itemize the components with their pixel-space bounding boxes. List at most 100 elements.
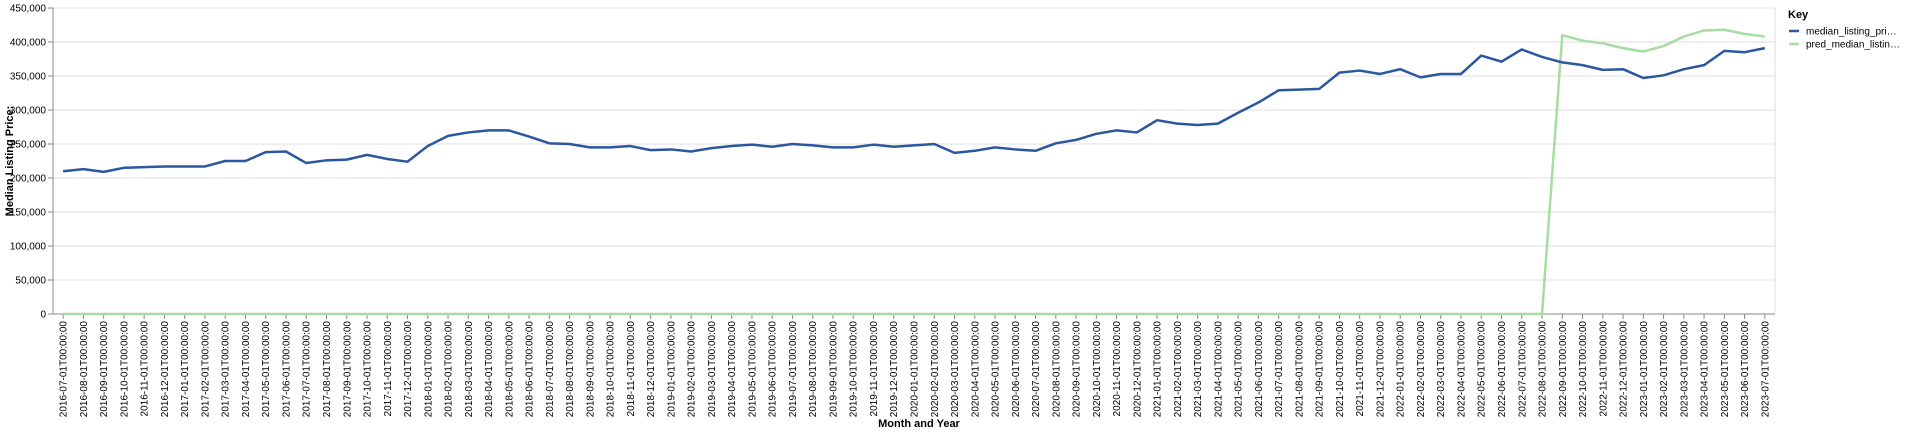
x-tick-label: 2018-04-01T00:00:00 [484, 321, 495, 418]
x-tick-label: 2016-12-01T00:00:00 [160, 321, 171, 418]
x-tick-label: 2018-05-01T00:00:00 [504, 321, 515, 418]
x-tick-label: 2020-11-01T00:00:00 [1112, 321, 1123, 417]
x-tick-label: 2023-03-01T00:00:00 [1679, 321, 1690, 418]
legend-entry-label: median_listing_pri… [1806, 27, 1897, 38]
legend: Key median_listing_pri… pred_median_listi… [1788, 9, 1900, 51]
x-tick-label: 2017-08-01T00:00:00 [322, 321, 333, 418]
y-tick-label: 250,000 [10, 140, 47, 151]
x-tick-label: 2022-06-01T00:00:00 [1497, 321, 1508, 418]
legend-title: Key [1788, 9, 1809, 21]
x-tick-label: 2018-01-01T00:00:00 [423, 321, 434, 418]
x-tick-label: 2022-03-01T00:00:00 [1436, 321, 1447, 418]
y-tick-label: 450,000 [10, 4, 47, 15]
x-tick-label: 2019-03-01T00:00:00 [707, 321, 718, 418]
x-tick-label: 2016-09-01T00:00:00 [99, 321, 110, 418]
x-tick-label: 2020-12-01T00:00:00 [1132, 321, 1143, 418]
x-tick-label: 2016-07-01T00:00:00 [59, 321, 70, 418]
y-tick-label: 0 [40, 310, 46, 321]
x-tick-label: 2017-04-01T00:00:00 [241, 321, 252, 418]
x-tick-label: 2018-08-01T00:00:00 [565, 321, 576, 418]
x-tick-label: 2020-03-01T00:00:00 [950, 321, 961, 418]
x-tick-label: 2021-05-01T00:00:00 [1234, 321, 1245, 418]
x-tick-label: 2019-04-01T00:00:00 [727, 321, 738, 418]
x-tick-label: 2022-08-01T00:00:00 [1538, 321, 1549, 418]
x-tick-label: 2018-06-01T00:00:00 [525, 321, 536, 418]
x-tick-label: 2021-10-01T00:00:00 [1335, 321, 1346, 418]
y-tick-label: 200,000 [10, 174, 47, 185]
x-tick-label: 2018-03-01T00:00:00 [464, 321, 475, 418]
x-tick-label: 2017-05-01T00:00:00 [261, 321, 272, 418]
x-tick-label: 2018-07-01T00:00:00 [545, 321, 556, 418]
x-tick-label: 2022-04-01T00:00:00 [1456, 321, 1467, 418]
x-tick-label: 2021-08-01T00:00:00 [1294, 321, 1305, 418]
x-tick-label: 2022-01-01T00:00:00 [1396, 321, 1407, 418]
legend-entry-label: pred_median_listin… [1806, 40, 1900, 51]
series-line [63, 28, 1766, 316]
x-tick-label: 2018-02-01T00:00:00 [444, 321, 455, 418]
x-tick-label: 2019-09-01T00:00:00 [828, 321, 839, 418]
y-tick-label: 100,000 [10, 242, 47, 253]
x-tick-label: 2021-06-01T00:00:00 [1254, 321, 1265, 418]
x-tick-label: 2017-01-01T00:00:00 [180, 321, 191, 418]
x-tick-label: 2020-05-01T00:00:00 [991, 321, 1002, 418]
x-tick-label: 2020-02-01T00:00:00 [930, 321, 941, 418]
x-tick-label: 2022-11-01T00:00:00 [1598, 321, 1609, 417]
x-tick-label: 2021-11-01T00:00:00 [1355, 321, 1366, 417]
x-tick-label: 2022-12-01T00:00:00 [1619, 321, 1630, 418]
x-tick-label: 2017-03-01T00:00:00 [221, 321, 232, 418]
x-tick-label: 2023-02-01T00:00:00 [1659, 321, 1670, 418]
x-tick-label: 2021-01-01T00:00:00 [1153, 321, 1164, 418]
y-tick-label: 300,000 [10, 106, 47, 117]
y-axis-title: Median Listing Price: [4, 106, 16, 217]
y-tick-label: 150,000 [10, 208, 47, 219]
x-axis: 2016-07-01T00:00:00 2016-08-01T00:00:00 20… [53, 313, 1775, 418]
x-tick-label: 2021-09-01T00:00:00 [1315, 321, 1326, 418]
y-tick-label: 350,000 [10, 72, 47, 83]
x-tick-label: 2021-03-01T00:00:00 [1193, 321, 1204, 418]
x-tick-label: 2019-08-01T00:00:00 [808, 321, 819, 418]
series-line [63, 46, 1766, 174]
x-tick-label: 2019-02-01T00:00:00 [687, 321, 698, 418]
x-tick-label: 2016-10-01T00:00:00 [119, 321, 130, 418]
x-tick-label: 2020-08-01T00:00:00 [1051, 321, 1062, 418]
x-tick-label: 2022-09-01T00:00:00 [1558, 321, 1569, 418]
y-axis: 0 50,000 100,000 150,000 200,000 250,000 300,0… [10, 4, 54, 321]
x-tick-label: 2023-05-01T00:00:00 [1720, 321, 1731, 418]
x-tick-label: 2020-10-01T00:00:00 [1092, 321, 1103, 418]
grid-lines [53, 7, 1776, 315]
x-tick-label: 2017-06-01T00:00:00 [281, 321, 292, 418]
x-tick-label: 2019-07-01T00:00:00 [788, 321, 799, 418]
x-tick-label: 2017-07-01T00:00:00 [302, 321, 313, 418]
x-tick-label: 2020-01-01T00:00:00 [910, 321, 921, 418]
x-tick-label: 2019-05-01T00:00:00 [747, 321, 758, 418]
x-tick-label: 2019-12-01T00:00:00 [889, 321, 900, 418]
x-tick-label: 2020-07-01T00:00:00 [1031, 321, 1042, 418]
x-tick-label: 2018-11-01T00:00:00 [626, 321, 637, 417]
x-tick-label: 2022-02-01T00:00:00 [1416, 321, 1427, 418]
x-tick-label: 2023-06-01T00:00:00 [1740, 321, 1751, 418]
x-tick-label: 2021-04-01T00:00:00 [1213, 321, 1224, 418]
x-tick-label: 2017-02-01T00:00:00 [200, 321, 211, 418]
series-lines [63, 28, 1766, 316]
x-tick-label: 2023-01-01T00:00:00 [1639, 321, 1650, 418]
x-tick-label: 2017-11-01T00:00:00 [383, 321, 394, 417]
x-tick-label: 2016-08-01T00:00:00 [79, 321, 90, 418]
x-tick-label: 2022-10-01T00:00:00 [1578, 321, 1589, 418]
x-tick-label: 2021-07-01T00:00:00 [1274, 321, 1285, 418]
x-tick-label: 2020-06-01T00:00:00 [1011, 321, 1022, 418]
x-tick-label: 2017-12-01T00:00:00 [403, 321, 414, 418]
x-tick-label: 2019-11-01T00:00:00 [869, 321, 880, 417]
x-tick-label: 2018-12-01T00:00:00 [646, 321, 657, 418]
x-tick-label: 2017-10-01T00:00:00 [363, 321, 374, 418]
x-tick-label: 2020-04-01T00:00:00 [970, 321, 981, 418]
x-tick-label: 2017-09-01T00:00:00 [342, 321, 353, 418]
x-tick-label: 2019-06-01T00:00:00 [768, 321, 779, 418]
x-tick-label: 2022-07-01T00:00:00 [1517, 321, 1528, 418]
y-tick-label: 400,000 [10, 38, 47, 49]
x-axis-title: Month and Year [878, 418, 960, 430]
x-tick-label: 2019-10-01T00:00:00 [849, 321, 860, 418]
x-tick-label: 2022-05-01T00:00:00 [1477, 321, 1488, 418]
y-tick-label: 50,000 [15, 276, 46, 287]
x-tick-label: 2018-10-01T00:00:00 [606, 321, 617, 418]
